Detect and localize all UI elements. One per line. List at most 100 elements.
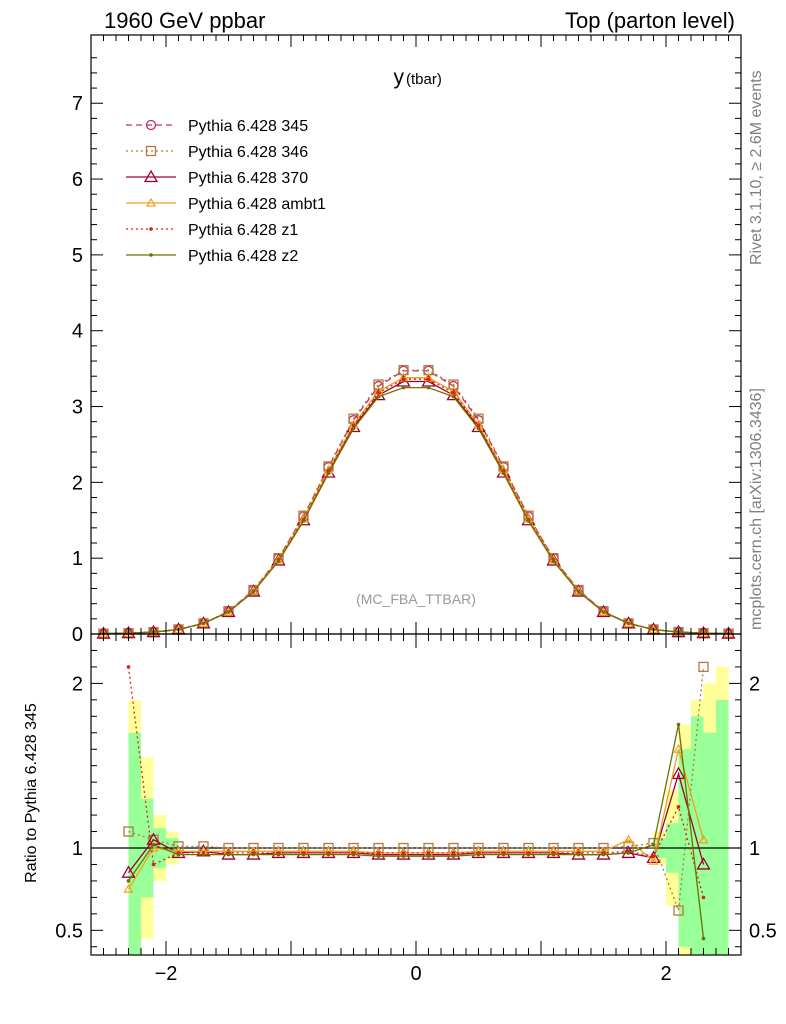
data-point xyxy=(223,606,234,616)
data-point xyxy=(145,119,157,131)
data-point xyxy=(576,852,581,857)
data-point xyxy=(598,606,609,616)
main-axes: 0 1 2 3 4 5 6 7 xyxy=(72,34,742,646)
data-point xyxy=(651,854,656,859)
ratio-y-tick-label-left: 0.5 xyxy=(55,920,83,942)
data-point xyxy=(145,197,157,207)
ratio-series-line xyxy=(127,771,705,874)
legend-label: Pythia 6.428 345 xyxy=(188,118,308,135)
data-point xyxy=(426,854,431,859)
ratio-frame xyxy=(90,633,742,956)
data-point xyxy=(551,852,556,857)
header-right-label: Top (parton level) xyxy=(565,8,735,33)
band-green xyxy=(128,732,141,955)
data-point xyxy=(601,852,606,857)
data-point xyxy=(251,589,256,594)
data-point xyxy=(698,834,709,844)
data-point xyxy=(326,852,331,857)
band-green xyxy=(691,716,704,955)
data-point xyxy=(626,851,631,855)
ratio-ylabel: Ratio to Pythia 6.428 345 xyxy=(23,703,40,883)
legend-label: Pythia 6.428 ambt1 xyxy=(188,196,326,213)
data-point xyxy=(476,426,481,431)
main-y-tick-label: 4 xyxy=(72,321,83,343)
data-point xyxy=(596,604,611,618)
data-point xyxy=(301,519,306,523)
data-point xyxy=(651,842,656,847)
main-panel: 0 1 2 3 4 5 6 7 y (tbar) (MC_FBA_TTBAR) Pythia … xyxy=(72,34,742,646)
data-point xyxy=(226,610,231,614)
x-tick-label: −2 xyxy=(155,963,178,985)
main-y-tick-label: 3 xyxy=(72,397,83,419)
data-point xyxy=(123,826,134,837)
data-point xyxy=(526,519,531,523)
data-point xyxy=(271,553,286,566)
data-point xyxy=(149,253,153,257)
data-point xyxy=(376,854,381,859)
data-point xyxy=(698,661,709,673)
data-point xyxy=(673,905,684,916)
data-point xyxy=(151,842,156,847)
ratio-panel: 0.5 0.5 1 1 2 2 −2 0 2 Ratio to Pythia 6.428 345 xyxy=(23,633,777,985)
ratio-y-tick-label-right: 0.5 xyxy=(749,920,777,942)
band-green xyxy=(716,699,729,955)
data-point xyxy=(451,854,456,859)
data-point xyxy=(576,589,581,594)
series-line xyxy=(103,386,729,635)
main-y-tick-label: 0 xyxy=(72,624,83,646)
main-title: y xyxy=(394,66,405,89)
data-point xyxy=(676,805,681,809)
data-point xyxy=(401,854,406,859)
rivet-label: Rivet 3.1.10, ≥ 2.6M events xyxy=(748,70,765,265)
data-point xyxy=(451,394,456,399)
data-point xyxy=(226,852,231,857)
data-point xyxy=(376,391,381,395)
data-point xyxy=(126,665,131,669)
ratio-y-tick-label-right: 1 xyxy=(749,838,760,860)
data-point xyxy=(696,857,711,870)
legend: Pythia 6.428 345 Pythia 6.428 346 Pythia 6… xyxy=(126,118,326,265)
data-point xyxy=(176,852,181,857)
main-y-tick-label: 6 xyxy=(72,169,83,191)
data-point xyxy=(276,852,281,857)
data-point xyxy=(201,621,206,626)
data-point xyxy=(145,145,157,157)
data-point xyxy=(248,585,259,595)
data-point xyxy=(426,377,431,382)
ratio-uncertainty-bands xyxy=(128,666,729,955)
ratio-series-line xyxy=(127,666,705,898)
data-point xyxy=(401,385,406,390)
data-point xyxy=(673,744,684,753)
legend-label: Pythia 6.428 370 xyxy=(188,170,308,187)
data-point xyxy=(551,559,556,564)
data-point xyxy=(601,610,606,614)
data-point xyxy=(626,621,631,626)
data-point xyxy=(123,883,134,893)
legend-label: Pythia 6.428 z1 xyxy=(188,222,298,239)
data-point xyxy=(646,850,661,864)
legend-label: Pythia 6.428 z2 xyxy=(188,248,298,265)
data-point xyxy=(701,895,706,900)
data-point xyxy=(546,553,561,566)
data-point xyxy=(376,394,381,399)
ratio-series-line xyxy=(127,724,705,939)
data-point xyxy=(351,426,356,431)
data-point xyxy=(246,584,261,597)
x-tick-label: 0 xyxy=(410,963,421,985)
ratio-y-tick-label-right: 2 xyxy=(749,673,760,695)
band-green xyxy=(703,732,716,955)
watermark: (MC_FBA_TTBAR) xyxy=(356,591,476,607)
x-tick-label: 2 xyxy=(660,963,671,985)
ratio-series-group xyxy=(91,661,741,941)
data-point xyxy=(573,585,584,595)
data-point xyxy=(701,936,706,941)
data-point xyxy=(401,851,406,855)
ratio-series-line xyxy=(127,749,705,890)
data-point xyxy=(426,385,431,390)
data-point xyxy=(276,559,281,564)
data-point xyxy=(676,722,681,727)
main-y-tick-label: 2 xyxy=(72,472,83,494)
data-point xyxy=(623,834,634,844)
data-point xyxy=(143,169,159,183)
